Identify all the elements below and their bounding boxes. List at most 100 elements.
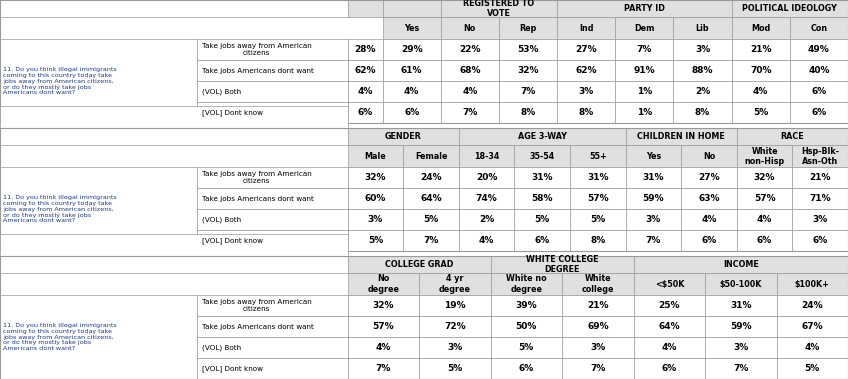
Text: 67%: 67% xyxy=(801,322,823,331)
Text: 50%: 50% xyxy=(516,322,537,331)
Bar xyxy=(673,102,732,123)
Text: 18-34: 18-34 xyxy=(474,152,499,161)
Text: 31%: 31% xyxy=(730,301,751,310)
Bar xyxy=(789,60,848,81)
Bar xyxy=(197,358,348,379)
Bar xyxy=(0,0,848,123)
Bar xyxy=(777,273,848,295)
Bar xyxy=(792,167,848,188)
Text: INCOME: INCOME xyxy=(722,260,759,269)
Text: 27%: 27% xyxy=(698,173,720,182)
Text: 57%: 57% xyxy=(754,194,775,203)
Bar xyxy=(673,81,732,102)
Bar xyxy=(197,81,348,102)
Bar xyxy=(681,230,737,251)
Bar xyxy=(197,167,348,188)
Bar xyxy=(499,60,557,81)
Text: Hsp-Blk-
Asn-Oth: Hsp-Blk- Asn-Oth xyxy=(801,147,840,166)
Bar xyxy=(0,233,348,273)
Bar xyxy=(0,0,348,17)
Bar xyxy=(570,145,626,167)
Text: GENDER: GENDER xyxy=(385,132,421,141)
Text: 2%: 2% xyxy=(479,215,494,224)
Bar xyxy=(382,81,441,102)
Bar xyxy=(348,102,382,123)
Bar xyxy=(705,273,777,295)
Text: 7%: 7% xyxy=(637,45,652,55)
Bar xyxy=(557,0,732,17)
Text: 6%: 6% xyxy=(812,236,828,245)
Text: TOTAL: TOTAL xyxy=(350,0,380,2)
Bar xyxy=(441,0,557,17)
Text: 1%: 1% xyxy=(637,108,652,117)
Bar xyxy=(404,188,459,209)
Text: Mod: Mod xyxy=(751,24,770,33)
Bar xyxy=(348,256,491,273)
Text: 74%: 74% xyxy=(476,194,498,203)
Text: 39%: 39% xyxy=(516,301,537,310)
Bar xyxy=(499,102,557,123)
Text: 24%: 24% xyxy=(421,173,442,182)
Text: No
degree: No degree xyxy=(367,274,399,294)
Text: 7%: 7% xyxy=(590,364,605,373)
Bar xyxy=(382,17,441,39)
Bar xyxy=(197,209,348,230)
Text: 5%: 5% xyxy=(519,343,534,352)
Text: 69%: 69% xyxy=(587,322,609,331)
Bar xyxy=(441,60,499,81)
Bar xyxy=(789,17,848,39)
Bar xyxy=(441,102,499,123)
Bar xyxy=(732,81,789,102)
Text: 22%: 22% xyxy=(459,45,481,55)
Text: 31%: 31% xyxy=(532,173,553,182)
Bar xyxy=(570,167,626,188)
Text: 4%: 4% xyxy=(753,87,768,96)
Bar xyxy=(562,337,633,358)
Bar xyxy=(441,81,499,102)
Bar xyxy=(348,0,382,17)
Bar xyxy=(732,0,848,17)
Bar xyxy=(562,273,633,295)
Bar xyxy=(197,337,348,358)
Bar xyxy=(0,39,197,123)
Bar xyxy=(491,273,562,295)
Text: 3%: 3% xyxy=(447,343,462,352)
Bar xyxy=(499,39,557,60)
Text: 3%: 3% xyxy=(590,343,605,352)
Bar xyxy=(459,128,626,145)
Bar xyxy=(419,358,491,379)
Bar xyxy=(732,60,789,81)
Text: 6%: 6% xyxy=(812,108,827,117)
Text: 64%: 64% xyxy=(659,322,680,331)
Text: 57%: 57% xyxy=(372,322,394,331)
Bar xyxy=(570,188,626,209)
Text: CHILDREN IN HOME: CHILDREN IN HOME xyxy=(638,132,725,141)
Text: [VOL] Dont know: [VOL] Dont know xyxy=(202,110,263,116)
Text: 31%: 31% xyxy=(587,173,609,182)
Bar xyxy=(557,39,616,60)
Bar xyxy=(626,167,681,188)
Bar xyxy=(557,17,616,39)
Text: 57%: 57% xyxy=(587,194,609,203)
Text: 27%: 27% xyxy=(576,45,597,55)
Text: 6%: 6% xyxy=(534,236,550,245)
Bar xyxy=(441,39,499,60)
Bar xyxy=(382,60,441,81)
Text: 21%: 21% xyxy=(810,173,831,182)
Bar xyxy=(616,81,673,102)
Text: 2%: 2% xyxy=(695,87,710,96)
Bar xyxy=(737,188,792,209)
Bar xyxy=(0,256,848,379)
Bar xyxy=(419,316,491,337)
Bar xyxy=(0,106,348,145)
Bar xyxy=(348,316,419,337)
Bar xyxy=(792,188,848,209)
Bar xyxy=(197,316,348,337)
Bar xyxy=(404,145,459,167)
Text: 4%: 4% xyxy=(376,343,391,352)
Text: 7%: 7% xyxy=(376,364,391,373)
Text: 40%: 40% xyxy=(808,66,829,75)
Text: (VOL) Both: (VOL) Both xyxy=(202,344,241,351)
Text: 70%: 70% xyxy=(750,66,772,75)
Bar xyxy=(737,145,792,167)
